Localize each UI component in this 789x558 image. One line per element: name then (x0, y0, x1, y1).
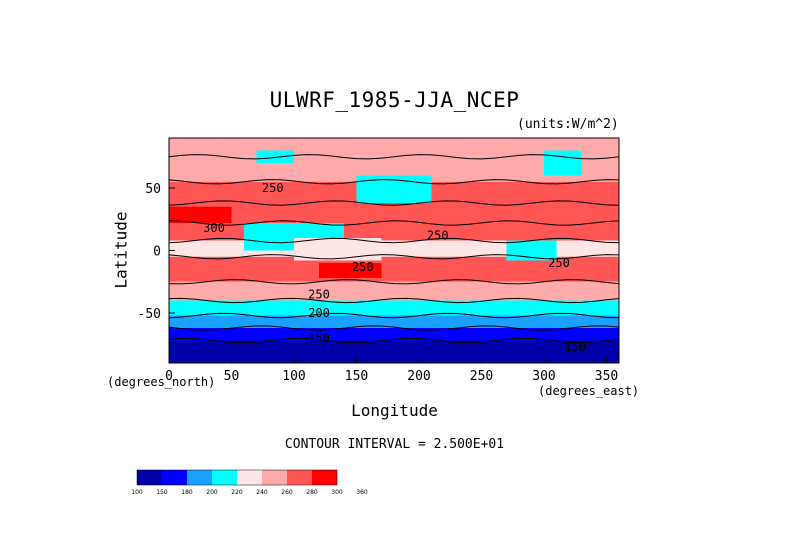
contour-line (168, 325, 620, 331)
colorbar-swatch (312, 470, 337, 485)
x-tick-label: 100 (282, 369, 305, 384)
contour-lines (168, 154, 620, 344)
contour-label: 250 (427, 229, 449, 243)
contour-line (168, 297, 620, 304)
axes: 0 50 100 150 200 250 300 350 -50 0 50 (138, 182, 619, 384)
heatmap-cell (169, 281, 619, 301)
heatmap-cell (169, 300, 619, 316)
heatmap-regions (169, 138, 619, 363)
colorbar-label: 100 (131, 489, 143, 496)
y-tick-label: -50 (138, 307, 161, 322)
colorbar-label: 360 (356, 489, 368, 496)
contour-line (168, 220, 620, 226)
heatmap-cell (256, 150, 294, 163)
colorbar-swatch (237, 470, 262, 485)
colorbar-label: 260 (281, 489, 293, 496)
contour-label: 250 (352, 260, 374, 274)
x-axis-label: Longitude (351, 401, 438, 420)
x-tick-label: 50 (224, 369, 240, 384)
y-tick-label: 0 (153, 245, 161, 260)
contour-label: 250 (548, 256, 570, 270)
x-tick-label: 200 (407, 369, 430, 384)
heatmap-cell (169, 328, 619, 341)
colorbar-frame (136, 469, 338, 486)
colorbar-label: 200 (206, 489, 218, 496)
heatmap-cell (169, 256, 619, 282)
colorbar-label: 150 (156, 489, 168, 496)
heatmap-cell (169, 315, 619, 328)
chart-title: ULWRF_1985-JJA_NCEP (269, 88, 520, 112)
contour-line (168, 254, 620, 260)
contour-label: 300 (203, 221, 225, 235)
heatmap-cell (319, 263, 382, 278)
contour-label: 200 (308, 306, 330, 320)
colorbar-swatch (187, 470, 212, 485)
y-tick-label: 50 (145, 182, 161, 197)
contour-line (168, 279, 620, 285)
colorbar-swatch (262, 470, 287, 485)
contour-label: 250 (262, 181, 284, 195)
x-axis-unit: (degrees_east) (538, 384, 640, 398)
colorbar-label: 300 (331, 489, 343, 496)
x-tick-label: 0 (165, 369, 173, 384)
x-tick-label: 300 (532, 369, 555, 384)
colorbar-label: 240 (256, 489, 268, 496)
contour-line (168, 337, 620, 344)
contour-line (168, 154, 620, 160)
colorbar-label: 280 (306, 489, 318, 496)
x-tick-label: 250 (470, 369, 493, 384)
contour-label: 150 (564, 340, 586, 354)
contour-interval-text: CONTOUR INTERVAL = 2.500E+01 (284, 437, 505, 452)
contour-line (168, 200, 620, 206)
heatmap-cell (294, 238, 382, 261)
colorbar-swatch (212, 470, 237, 485)
heatmap-cell (169, 203, 619, 223)
contour-line (168, 179, 620, 185)
contour-label: 250 (308, 287, 330, 301)
colorbar-swatch (287, 470, 312, 485)
colorbar-swatch (162, 470, 187, 485)
x-tick-label: 150 (345, 369, 368, 384)
heatmap-cell (544, 150, 582, 176)
contour-line (168, 312, 620, 319)
contour-label: 150 (308, 331, 330, 345)
x-tick-label: 350 (595, 369, 618, 384)
contour-line (168, 237, 620, 244)
y-axis-unit: (degrees_north) (107, 375, 216, 389)
heatmap-cell (169, 340, 619, 363)
colorbar-label: 180 (181, 489, 193, 496)
colorbar-swatch (137, 470, 162, 485)
units-label: (units:W/m^2) (517, 117, 619, 132)
colorbar-label: 220 (231, 489, 243, 496)
